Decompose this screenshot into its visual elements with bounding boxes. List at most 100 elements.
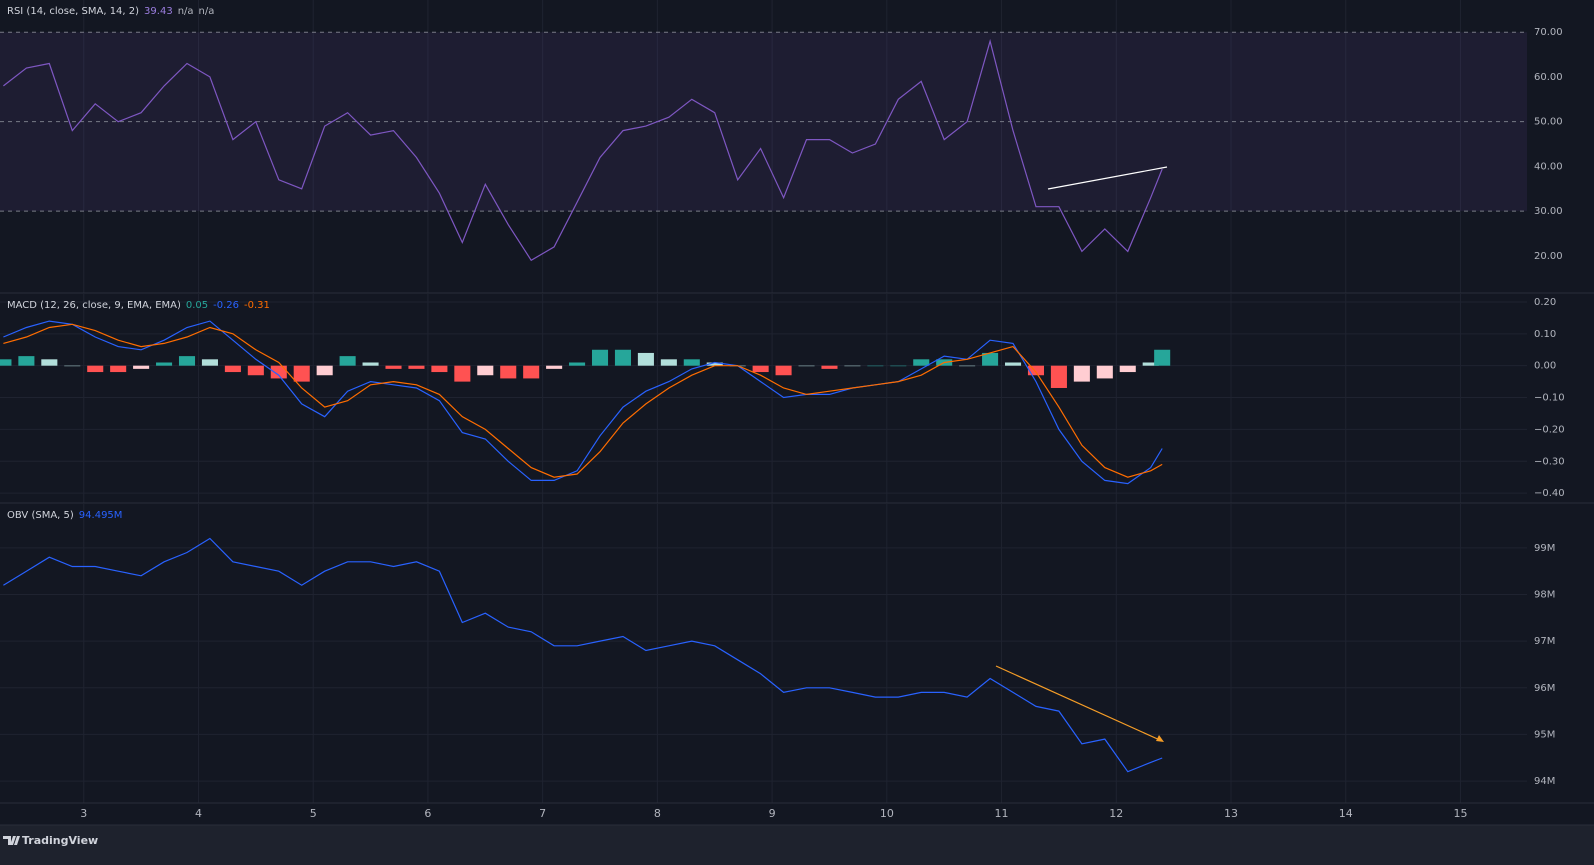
legend-value: n/a [199, 6, 215, 17]
histogram-bar [546, 365, 563, 369]
histogram-bar [500, 365, 517, 379]
legend-value: -0.31 [244, 300, 270, 311]
x-tick-label: 3 [80, 807, 87, 820]
legend-label: MACD (12, 26, close, 9, EMA, EMA) [7, 300, 181, 311]
x-tick-label: 14 [1339, 807, 1353, 820]
histogram-bar [454, 365, 471, 382]
histogram-bar [982, 352, 999, 366]
x-tick-label: 15 [1453, 807, 1467, 820]
histogram-bar [1073, 365, 1090, 382]
histogram-bar [18, 356, 35, 366]
y-tick-label: 20.00 [1534, 251, 1563, 262]
histogram-bar [821, 365, 838, 369]
legend-value: 39.43 [144, 6, 173, 17]
x-tick-label: 9 [769, 807, 776, 820]
histogram-bar [706, 362, 723, 366]
histogram-bar [270, 365, 287, 379]
x-tick-label: 5 [310, 807, 317, 820]
y-tick-label: 40.00 [1534, 161, 1563, 172]
obv-trendline [995, 665, 1163, 742]
histogram-bar [959, 365, 976, 367]
histogram-bar [339, 356, 356, 366]
histogram-bar [614, 349, 631, 366]
histogram-bar [1119, 365, 1136, 373]
tradingview-logo[interactable]: TradingView [3, 834, 98, 847]
histogram-bar [913, 359, 930, 366]
histogram-bar [431, 365, 448, 373]
histogram-bar [408, 365, 425, 369]
histogram-bar [844, 365, 861, 367]
legend-label: OBV (SMA, 5) [7, 510, 74, 521]
series-line [3, 320, 1163, 485]
histogram-bar [293, 365, 310, 382]
rsi-trendline [1047, 166, 1168, 190]
logo-icon [3, 836, 20, 845]
y-tick-label: 0.20 [1534, 297, 1556, 308]
y-tick-label: 0.00 [1534, 361, 1556, 372]
legend: RSI (14, close, SMA, 14, 2) 39.43 n/a n/a [7, 6, 214, 17]
histogram-bar [1154, 349, 1171, 366]
obv-arrowhead [1156, 735, 1164, 742]
y-tick-label: 50.00 [1534, 117, 1563, 128]
histogram-bar [201, 359, 218, 366]
x-tick-label: 11 [995, 807, 1009, 820]
histogram-bar [752, 365, 769, 373]
histogram-bar [775, 365, 792, 376]
y-tick-label: −0.30 [1534, 456, 1565, 467]
y-tick-label: −0.40 [1534, 488, 1565, 499]
y-tick-label: 99M [1534, 543, 1555, 554]
x-tick-label: 13 [1224, 807, 1238, 820]
histogram-bar [64, 365, 81, 367]
legend-value: n/a [178, 6, 194, 17]
legend-value: 0.05 [186, 300, 208, 311]
histogram-bar [569, 362, 586, 366]
histogram-bar [477, 365, 494, 376]
histogram-bar [0, 359, 12, 366]
histogram-bar [798, 365, 815, 367]
x-tick-label: 8 [654, 807, 661, 820]
y-tick-label: −0.10 [1534, 393, 1565, 404]
x-tick-label: 6 [424, 807, 431, 820]
histogram-bar [316, 365, 333, 376]
histogram-bar [1050, 365, 1067, 388]
footer-bar [0, 825, 1594, 865]
series-line [3, 38, 1163, 262]
series-line [3, 537, 1163, 773]
y-tick-label: 30.00 [1534, 206, 1563, 217]
histogram-bar [247, 365, 264, 376]
x-tick-label: 4 [195, 807, 202, 820]
histogram-bar [1004, 362, 1022, 366]
histogram-bar [591, 349, 609, 366]
histogram-bar [41, 359, 58, 366]
histogram-bar [683, 359, 700, 366]
histogram-bar [87, 365, 104, 373]
histogram-bar [660, 359, 677, 366]
histogram-bar [523, 365, 540, 379]
y-tick-label: 94M [1534, 776, 1555, 787]
histogram-bar [1142, 362, 1159, 366]
histogram-bar [1027, 365, 1045, 376]
y-tick-label: 70.00 [1534, 27, 1563, 38]
histogram-bar [1096, 365, 1113, 379]
legend: OBV (SMA, 5) 94.495M [7, 510, 122, 521]
legend-value: 94.495M [79, 510, 123, 521]
histogram-bar [362, 362, 379, 366]
legend-label: RSI (14, close, SMA, 14, 2) [7, 6, 139, 17]
histogram-bar [178, 356, 196, 366]
y-tick-label: 97M [1534, 636, 1555, 647]
y-tick-label: 98M [1534, 589, 1555, 600]
legend: MACD (12, 26, close, 9, EMA, EMA) 0.05 -0.… [7, 300, 270, 311]
histogram-bar [867, 365, 884, 367]
x-tick-label: 12 [1109, 807, 1123, 820]
histogram-bar [224, 365, 241, 373]
x-tick-label: 7 [539, 807, 546, 820]
histogram-bar [133, 365, 150, 369]
y-tick-label: 0.10 [1534, 329, 1556, 340]
histogram-bar [385, 365, 402, 369]
y-tick-label: −0.20 [1534, 424, 1565, 435]
y-tick-label: 95M [1534, 729, 1555, 740]
legend-value: -0.26 [213, 300, 239, 311]
histogram-bar [890, 365, 907, 367]
y-tick-label: 96M [1534, 683, 1555, 694]
